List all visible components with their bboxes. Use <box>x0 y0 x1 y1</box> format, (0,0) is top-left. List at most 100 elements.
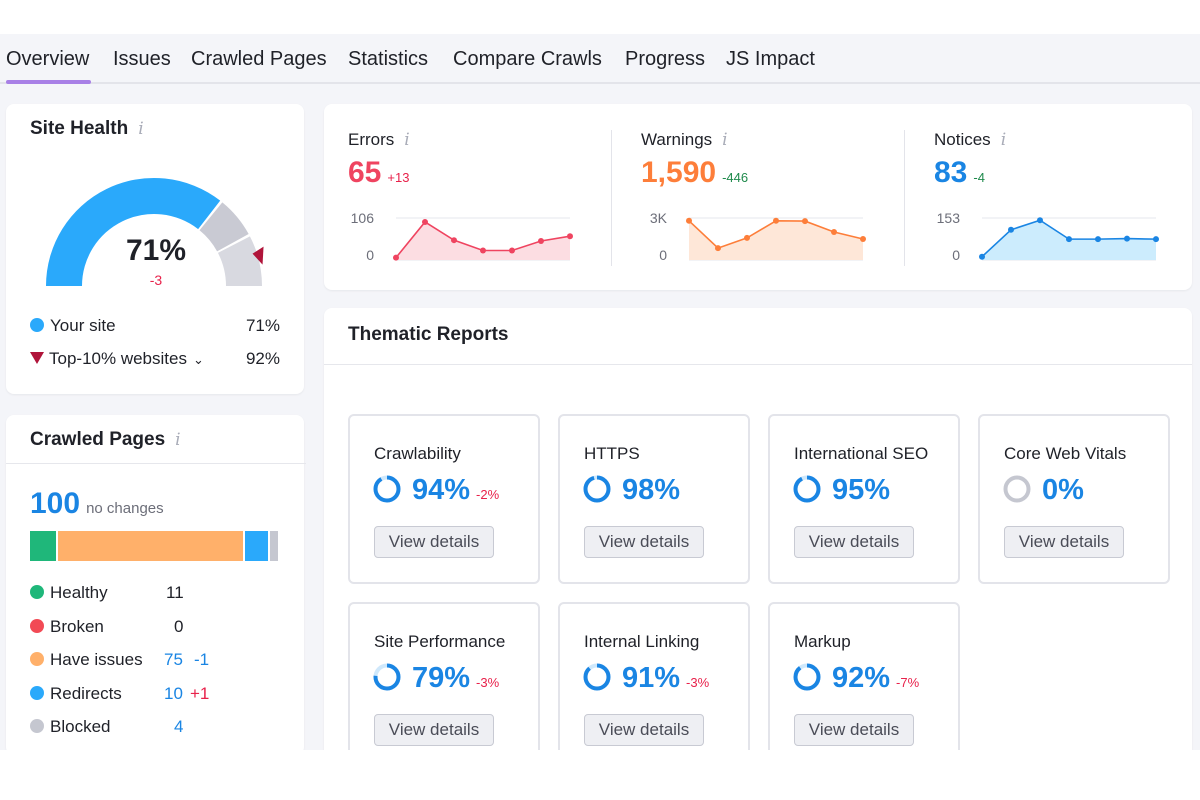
legend-top10: Top-10% websites ⌄ 92% <box>30 349 280 369</box>
site-health-score: 71% <box>125 234 187 267</box>
report-name: Crawlability <box>374 444 461 463</box>
report-name: Core Web Vitals <box>1004 444 1127 463</box>
site-audit-overview: Overview Issues Crawled Pages Statistics… <box>0 34 1200 750</box>
sparkline-point <box>831 229 837 235</box>
warnings-sparkline: 3K 0 <box>650 210 866 263</box>
metric-value[interactable]: 65 <box>348 156 382 189</box>
tab-js-impact[interactable]: JS Impact <box>726 48 815 70</box>
errors-sparkline: 106 0 <box>351 210 573 263</box>
info-icon[interactable]: i <box>175 430 181 450</box>
ring-progress <box>373 663 401 691</box>
crawled-pages-bar <box>30 531 280 561</box>
view-details-button[interactable]: View details <box>374 714 494 746</box>
report-card-site-performance: Site Performance 79% -3% View details <box>348 602 540 750</box>
sparkline-point <box>686 217 692 224</box>
thematic-reports-title: Thematic Reports <box>348 324 509 345</box>
row-count[interactable]: 10 <box>164 684 183 703</box>
legend-label: Top-10% websites <box>49 349 187 368</box>
row-broken[interactable]: Broken 0 <box>30 617 183 637</box>
tab-statistics[interactable]: Statistics <box>348 48 429 70</box>
report-score: 98% <box>622 474 680 507</box>
progress-ring-icon <box>583 663 611 691</box>
crawled-pages-total[interactable]: 100 <box>30 487 81 520</box>
row-count[interactable]: 4 <box>174 717 184 736</box>
tab-progress[interactable]: Progress <box>625 48 706 70</box>
row-label: Blocked <box>50 717 111 736</box>
row-healthy[interactable]: Healthy 11 <box>30 583 184 603</box>
issues-summary-card: Errors i 65 +13 106 0 Warnings i 1,590 -446 3… <box>324 104 1192 290</box>
metric-value[interactable]: 83 <box>934 156 968 189</box>
row-delta: -1 <box>194 650 210 669</box>
metric-value[interactable]: 1,590 <box>641 156 717 189</box>
tab-issues[interactable]: Issues <box>113 48 171 70</box>
row-label: Redirects <box>50 684 122 703</box>
triangle-down-icon <box>30 352 44 364</box>
report-score: 91% -3% <box>622 662 709 695</box>
report-delta: -3% <box>476 675 500 690</box>
ring-progress <box>583 475 611 503</box>
report-name: Internal Linking <box>584 632 700 651</box>
row-count[interactable]: 75 <box>164 650 183 669</box>
sparkline-point <box>860 236 866 242</box>
y-axis-bottom-label: 0 <box>366 247 374 263</box>
report-percent: 0% <box>1042 474 1084 506</box>
legend-label: Your site <box>50 316 116 335</box>
ring-progress <box>373 475 401 503</box>
metric-errors: Errors i 65 +13 106 0 <box>324 104 614 294</box>
view-details-button[interactable]: View details <box>1004 526 1124 558</box>
total-note: no changes <box>86 500 164 517</box>
info-icon[interactable]: i <box>1000 130 1007 150</box>
info-icon[interactable]: i <box>404 130 410 150</box>
report-card-core-web-vitals: Core Web Vitals 0% View details <box>978 414 1170 584</box>
report-delta: -7% <box>896 675 920 690</box>
crawled-pages-title: Crawled Pages <box>30 429 166 450</box>
legend-value: 71% <box>245 316 280 335</box>
healthy-dot-icon <box>30 585 44 599</box>
legend-your-site: Your site 71% <box>30 316 280 336</box>
row-redirects[interactable]: Redirects 10 +1 <box>30 684 209 704</box>
report-score: 0% <box>1042 474 1084 507</box>
view-details-button[interactable]: View details <box>794 714 914 746</box>
tab-compare-crawls[interactable]: Compare Crawls <box>453 48 602 70</box>
metric-label: Notices <box>934 130 991 149</box>
bar-segment-healthy[interactable] <box>30 531 58 561</box>
tab-crawled-pages[interactable]: Crawled Pages <box>191 48 327 70</box>
view-details-button[interactable]: View details <box>584 714 704 746</box>
tab-overview[interactable]: Overview <box>6 48 92 84</box>
report-percent: 94% <box>412 474 471 506</box>
view-details-button[interactable]: View details <box>584 526 704 558</box>
y-axis-bottom-label: 0 <box>659 247 667 263</box>
site-health-title: Site Health <box>30 118 129 139</box>
report-percent: 92% <box>832 662 891 694</box>
report-percent: 91% <box>622 662 681 694</box>
row-label: Broken <box>50 617 104 636</box>
divider <box>904 130 905 266</box>
info-icon[interactable]: i <box>722 130 728 150</box>
report-name: HTTPS <box>584 444 640 463</box>
gauge-top10-marker <box>252 246 264 265</box>
sparkline-point <box>979 253 985 260</box>
view-details-button[interactable]: View details <box>794 526 914 558</box>
report-name: Markup <box>794 632 851 651</box>
row-blocked[interactable]: Blocked 4 <box>30 717 183 737</box>
progress-ring-icon <box>583 475 611 503</box>
row-have-issues[interactable]: Have issues 75 -1 <box>30 650 209 670</box>
divider <box>6 463 306 464</box>
sparkline-point <box>1037 217 1043 224</box>
chevron-down-icon[interactable]: ⌄ <box>192 352 204 367</box>
y-axis-top-label: 106 <box>351 210 375 226</box>
metric-label: Warnings <box>641 130 713 149</box>
report-percent: 98% <box>622 474 681 506</box>
sparkline-point <box>744 234 750 241</box>
bar-segment-blocked[interactable] <box>270 531 280 561</box>
report-percent: 79% <box>412 662 471 694</box>
report-name: International SEO <box>794 444 929 463</box>
progress-ring-icon <box>373 475 401 503</box>
report-delta: -2% <box>476 487 500 502</box>
row-count: 11 <box>166 583 184 602</box>
ring-track <box>1003 475 1031 503</box>
bar-segment-redirects[interactable] <box>245 531 270 561</box>
info-icon[interactable]: i <box>138 119 144 139</box>
bar-segment-have-issues[interactable] <box>57 531 245 561</box>
view-details-button[interactable]: View details <box>374 526 494 558</box>
